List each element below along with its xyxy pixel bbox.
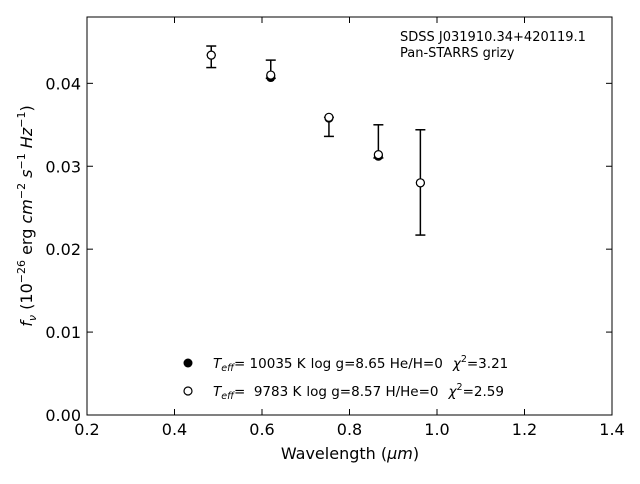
model-point-open [206, 50, 216, 60]
y-axis-label: fν (10−26 erg cm−2 s−1 Hz−1) [15, 105, 39, 326]
y-tick-label: 0.00 [45, 406, 81, 425]
x-tick-label: 0.6 [249, 420, 274, 439]
model-point-open [324, 112, 334, 122]
x-tick-label: 1.2 [512, 420, 537, 439]
y-tick-label: 0.02 [45, 240, 81, 259]
model-point-open [373, 150, 383, 160]
x-tick-label: 0.2 [74, 420, 99, 439]
legend-marker-open [183, 386, 193, 396]
model-point-open [415, 178, 425, 188]
point-group [206, 50, 425, 188]
model-point-open [266, 70, 276, 80]
x-tick-label: 1.0 [424, 420, 449, 439]
x-tick-label: 1.4 [599, 420, 624, 439]
plot-area [86, 16, 613, 416]
y-tick-label: 0.04 [45, 74, 81, 93]
legend-marker-filled [183, 358, 193, 368]
x-tick-label: 0.4 [162, 420, 187, 439]
tick-group: 0.2 0.4 0.6 0.8 1.0 1.2 1.4 0.00 0.01 0.02 0.03 0.0… [45, 17, 625, 439]
annotation-object-name: SDSS J031910.34+420119.1 [400, 30, 586, 45]
x-axis-label: Wavelength (μm) [281, 444, 419, 463]
annotation-survey-name: Pan-STARRS grizy [400, 46, 515, 61]
y-tick-label: 0.01 [45, 323, 81, 342]
y-tick-label: 0.03 [45, 157, 81, 176]
x-tick-label: 0.8 [337, 420, 362, 439]
